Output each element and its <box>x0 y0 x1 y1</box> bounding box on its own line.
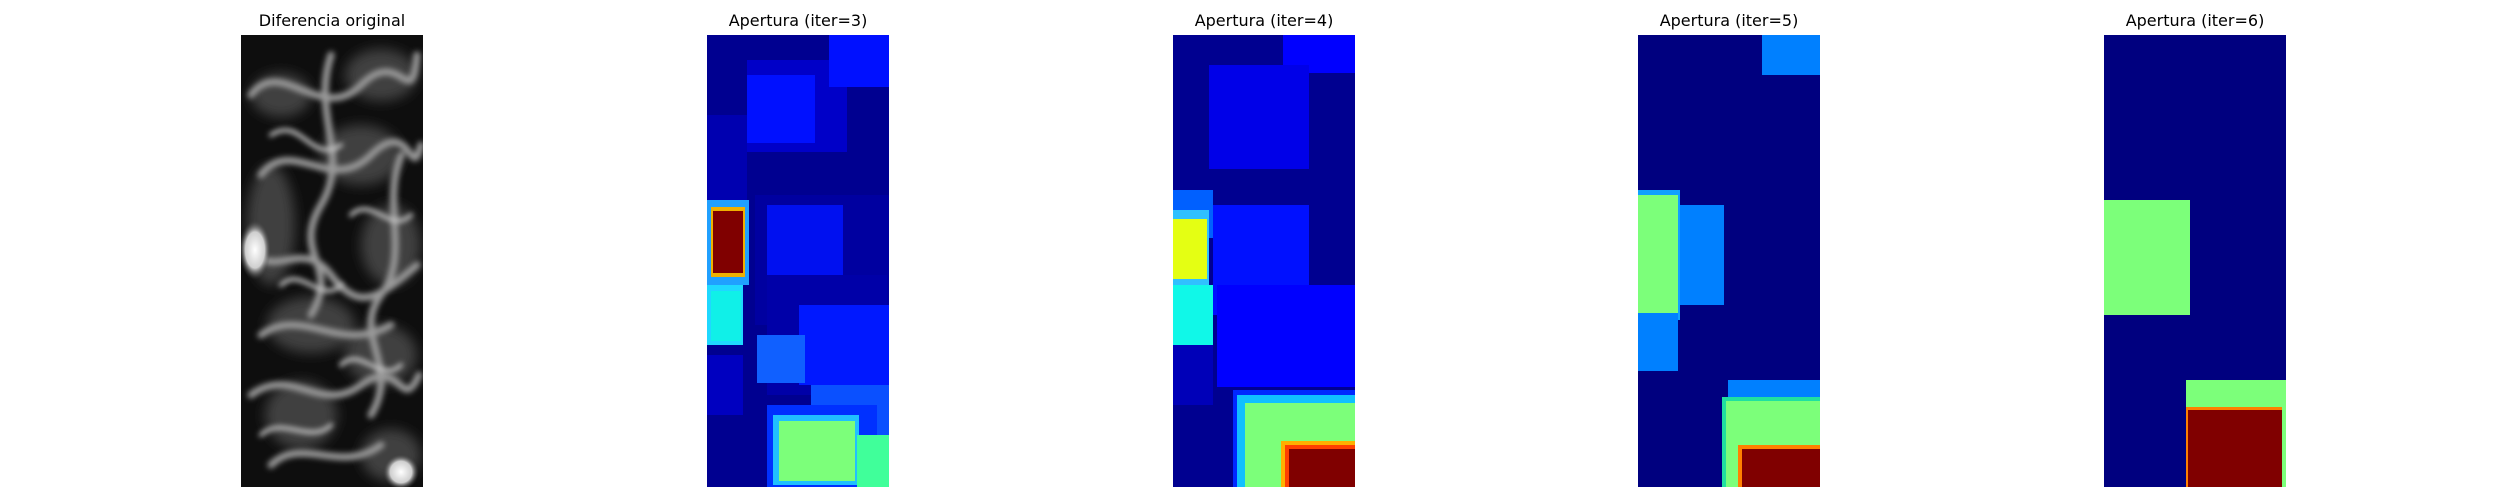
light-blue-region <box>1762 35 1820 75</box>
yellow-region <box>1173 219 1207 279</box>
panel-title: Apertura (iter=4) <box>1194 11 1334 30</box>
green-region <box>779 421 855 481</box>
panel-title: Apertura (iter=6) <box>2125 11 2265 30</box>
red-region <box>2188 410 2282 487</box>
panel-title: Apertura (iter=3) <box>728 11 868 30</box>
bright-spot-left <box>241 220 271 280</box>
opening-iter-5-image <box>1638 35 1820 487</box>
panel-opening-iter-3: Apertura (iter=3) <box>707 0 889 500</box>
green-region-left <box>2104 200 2190 315</box>
bright-spot-bottom-right <box>383 454 419 487</box>
original-difference-image <box>241 35 423 487</box>
red-region <box>713 211 743 273</box>
panel-original-difference: Diferencia original <box>241 0 423 500</box>
red-region <box>1742 449 1820 487</box>
opening-iter-4-image <box>1173 35 1355 487</box>
panel-opening-iter-4: Apertura (iter=4) <box>1173 0 1355 500</box>
panel-title: Apertura (iter=5) <box>1659 11 1799 30</box>
panel-title: Diferencia original <box>258 11 406 30</box>
panel-opening-iter-5: Apertura (iter=5) <box>1638 0 1820 500</box>
opening-iter-3-image <box>707 35 889 487</box>
red-region <box>1289 449 1355 487</box>
panel-opening-iter-6: Apertura (iter=6) <box>2104 0 2286 500</box>
green-region-left <box>1638 195 1678 313</box>
opening-iter-6-image <box>2104 35 2286 487</box>
